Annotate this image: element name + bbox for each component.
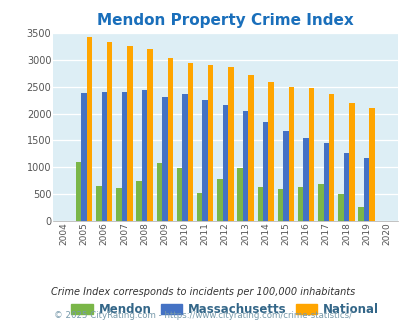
Bar: [96, 186, 101, 221]
Bar: [217, 179, 222, 221]
Bar: [196, 193, 202, 221]
Text: Crime Index corresponds to incidents per 100,000 inhabitants: Crime Index corresponds to incidents per…: [51, 287, 354, 297]
Bar: [207, 65, 213, 221]
Bar: [228, 67, 233, 221]
Bar: [81, 93, 87, 221]
Bar: [242, 111, 247, 221]
Bar: [116, 188, 121, 221]
Bar: [323, 143, 328, 221]
Bar: [262, 122, 268, 221]
Bar: [76, 162, 81, 221]
Bar: [147, 49, 152, 221]
Bar: [156, 162, 162, 221]
Bar: [237, 168, 242, 221]
Bar: [268, 82, 273, 221]
Bar: [182, 94, 187, 221]
Bar: [288, 87, 293, 221]
Bar: [343, 153, 348, 221]
Bar: [308, 88, 313, 221]
Bar: [136, 181, 141, 221]
Bar: [127, 46, 132, 221]
Bar: [107, 42, 112, 221]
Bar: [176, 168, 182, 221]
Bar: [257, 187, 262, 221]
Bar: [187, 63, 193, 221]
Bar: [222, 105, 228, 221]
Bar: [363, 158, 369, 221]
Bar: [297, 187, 303, 221]
Bar: [141, 90, 147, 221]
Bar: [328, 94, 334, 221]
Bar: [101, 92, 107, 221]
Bar: [277, 189, 282, 221]
Bar: [167, 58, 173, 221]
Bar: [247, 75, 253, 221]
Bar: [162, 97, 167, 221]
Text: © 2025 CityRating.com - https://www.cityrating.com/crime-statistics/: © 2025 CityRating.com - https://www.city…: [54, 311, 351, 320]
Bar: [337, 194, 343, 221]
Bar: [303, 138, 308, 221]
Legend: Mendon, Massachusetts, National: Mendon, Massachusetts, National: [66, 298, 383, 321]
Bar: [348, 103, 354, 221]
Bar: [317, 184, 323, 221]
Bar: [369, 108, 374, 221]
Bar: [87, 37, 92, 221]
Bar: [122, 92, 127, 221]
Bar: [358, 207, 363, 221]
Title: Mendon Property Crime Index: Mendon Property Crime Index: [97, 13, 353, 28]
Bar: [202, 100, 207, 221]
Bar: [282, 131, 288, 221]
